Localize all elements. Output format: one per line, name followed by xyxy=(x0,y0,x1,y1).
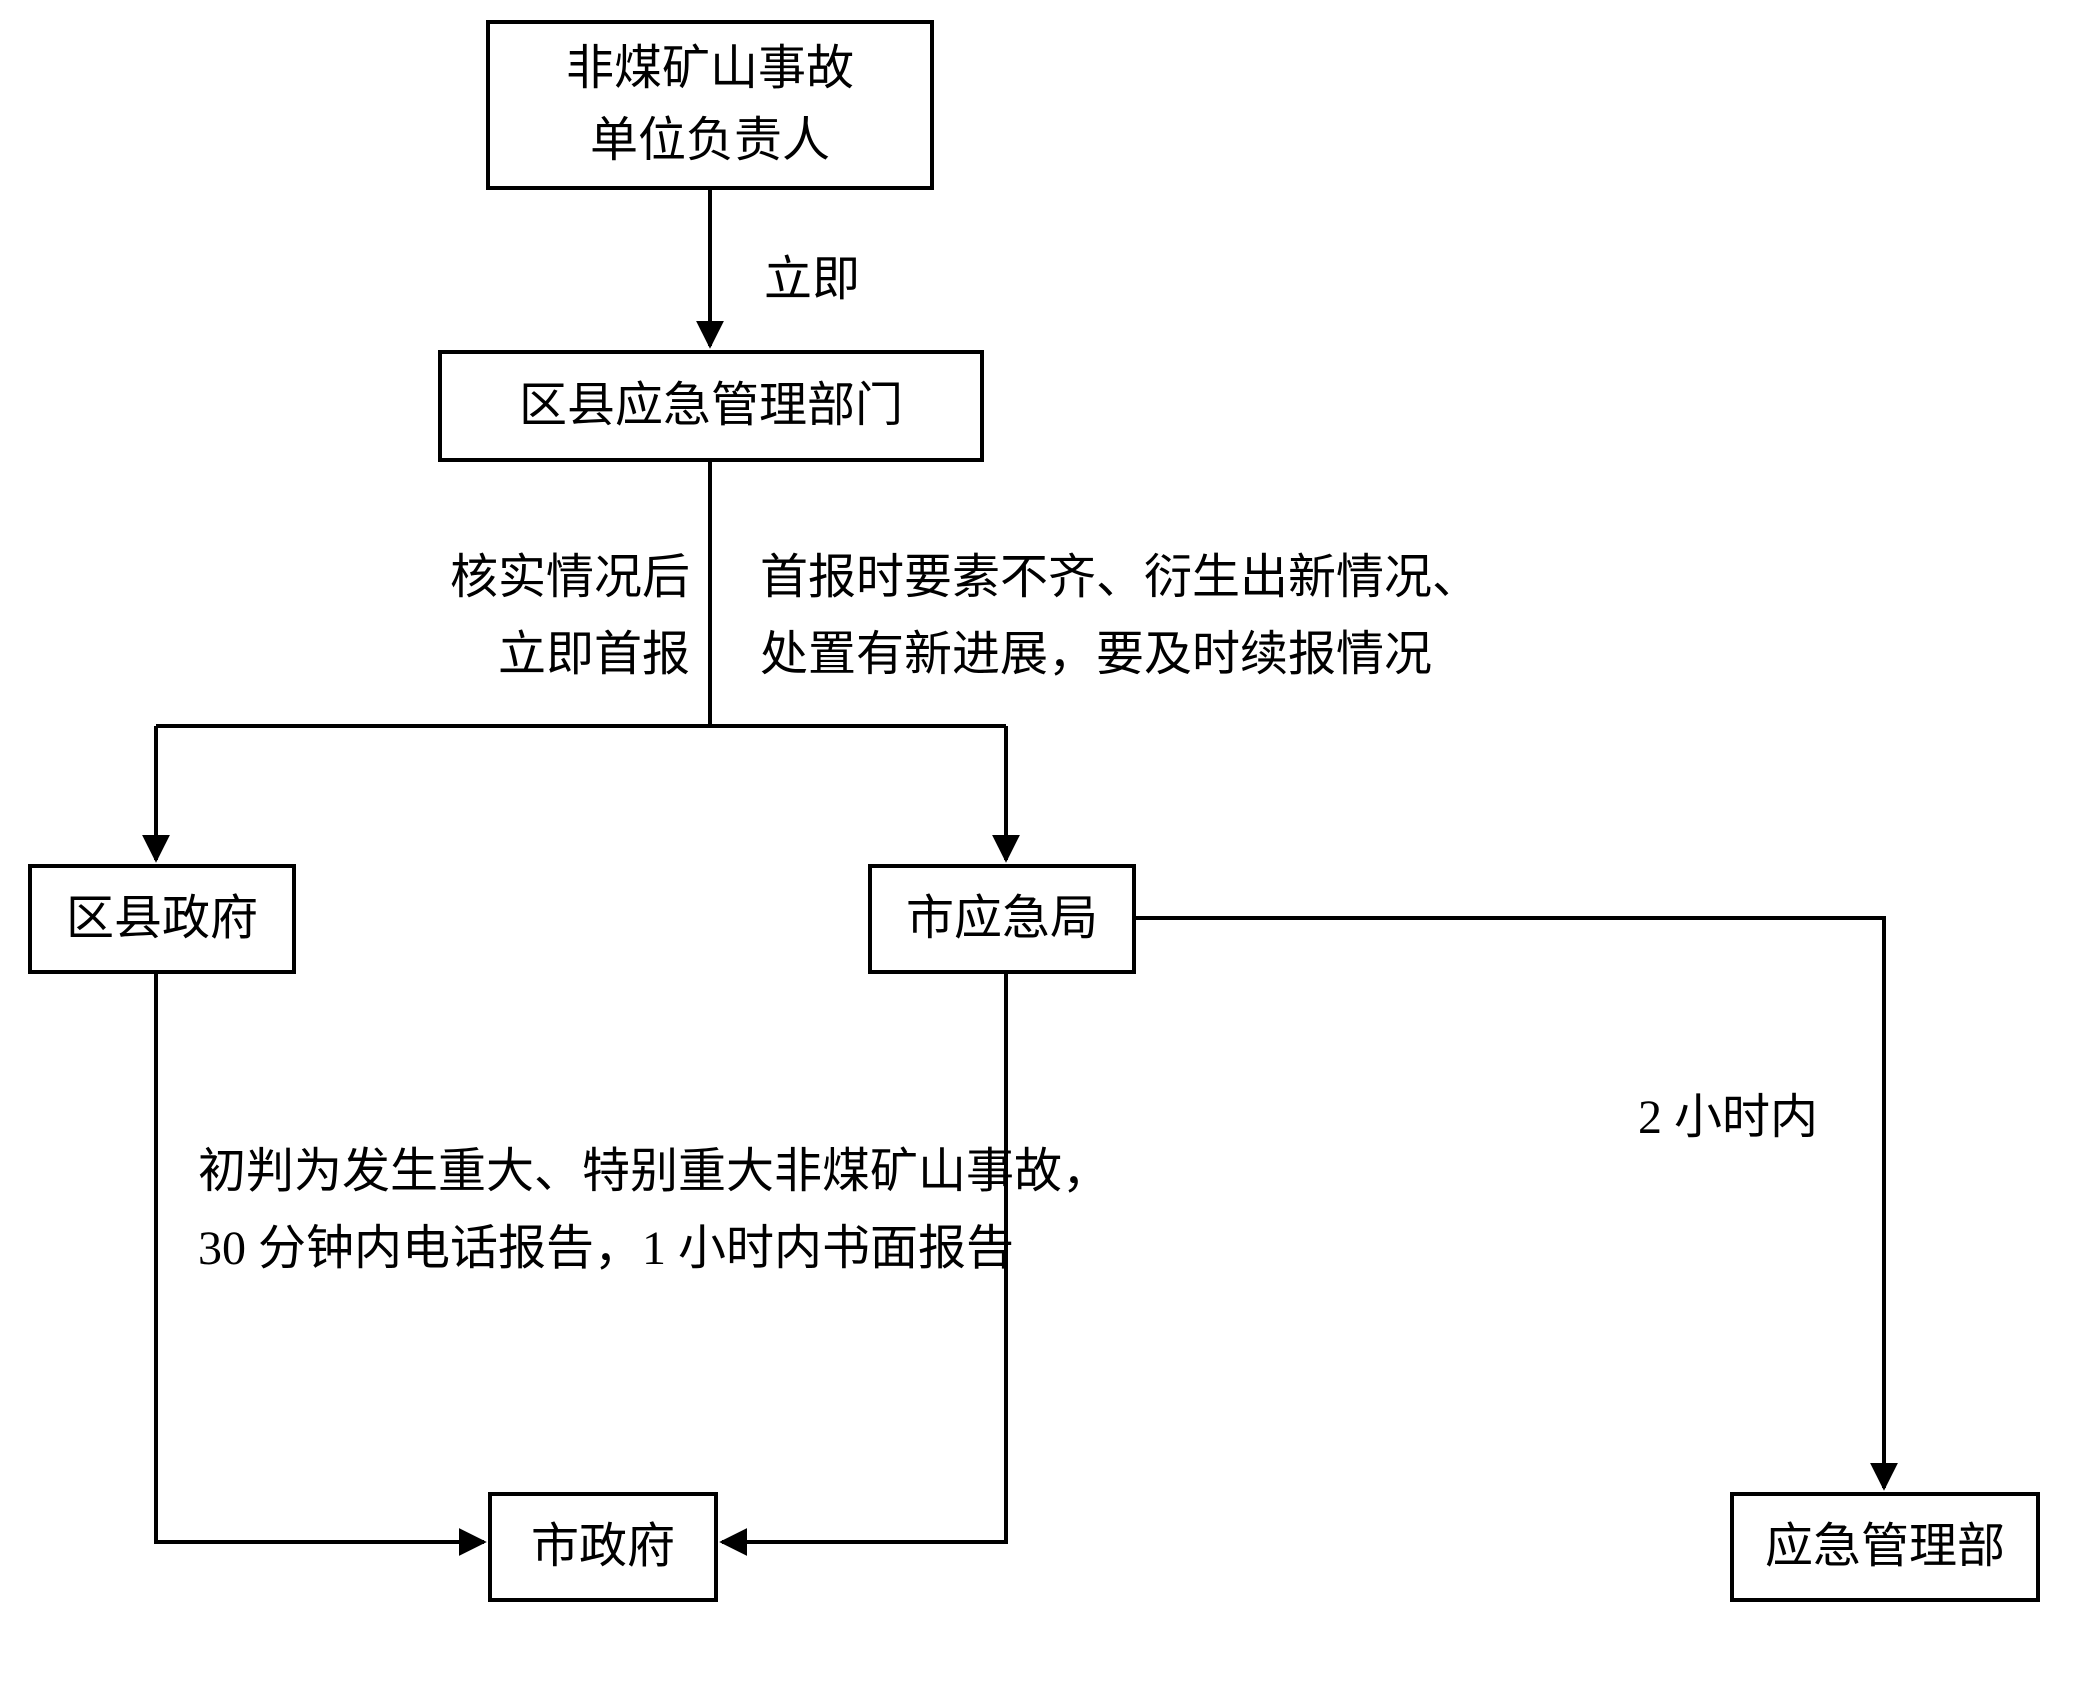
edge-label-immediately: 立即 xyxy=(764,242,860,319)
node-ministry-emergency: 应急管理部 xyxy=(1730,1492,2040,1602)
edge-label-2hours: 2 小时内 xyxy=(1638,1080,1818,1157)
node-unit-leader: 非煤矿山事故 单位负责人 xyxy=(486,20,934,190)
node-label: 市应急局 xyxy=(906,883,1098,955)
node-city-emergency: 市应急局 xyxy=(868,864,1136,974)
edge-layer xyxy=(0,0,2096,1681)
node-label: 市政府 xyxy=(531,1511,675,1583)
node-district-gov: 区县政府 xyxy=(28,864,296,974)
node-label: 区县应急管理部门 xyxy=(519,370,903,442)
node-label: 应急管理部 xyxy=(1765,1511,2005,1583)
edge-label-followup: 首报时要素不齐、衍生出新情况、 处置有新进展，要及时续报情况 xyxy=(760,540,1480,694)
node-label: 区县政府 xyxy=(66,883,258,955)
node-label: 非煤矿山事故 单位负责人 xyxy=(566,33,854,177)
node-district-emergency: 区县应急管理部门 xyxy=(438,350,984,462)
edge-label-major-judge: 初判为发生重大、特别重大非煤矿山事故， 30 分钟内电话报告，1 小时内书面报告 xyxy=(198,1134,1110,1288)
node-city-gov: 市政府 xyxy=(488,1492,718,1602)
edge-label-verify-report: 核实情况后 立即首报 xyxy=(230,540,690,694)
